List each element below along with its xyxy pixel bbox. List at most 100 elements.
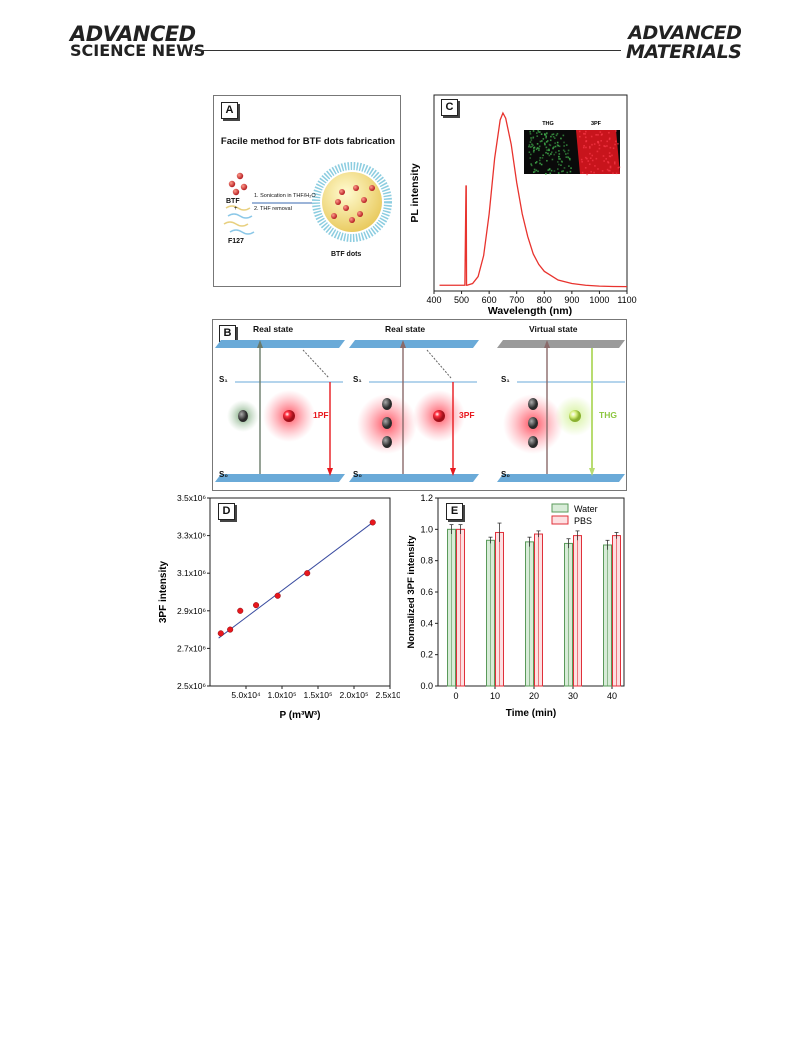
header-advanced-left: ADVANCED (70, 22, 196, 46)
state2-title: Real state (385, 324, 426, 334)
panel-c-xtick-label: 600 (482, 295, 497, 305)
panel-b: B (212, 319, 627, 491)
panel-d-ytick-label: 2.5x10⁶ (177, 681, 206, 691)
panel-d-points (217, 519, 376, 637)
panel-e-label: E (446, 503, 463, 520)
data-point (253, 602, 260, 609)
panel-a-label: A (221, 102, 238, 119)
panel-c-xtick-label: 1100 (617, 295, 636, 305)
panel-d-xtick-label: 2.0x10⁵ (339, 690, 368, 700)
panel-d-ytick-label: 3.5x10⁶ (177, 493, 206, 503)
panel-d-xticks: 5.0x10⁴ 1.0x10⁵ 1.5x10⁵ 2.0x10⁵ 2.5x10⁵ (231, 686, 400, 700)
panel-d-ytick-label: 3.1x10⁶ (177, 568, 206, 578)
panel-d-xlabel: P (m³W³) (280, 710, 321, 721)
panel-e-legend: Water PBS (551, 503, 598, 526)
header-science-news: SCIENCE NEWS (70, 41, 206, 60)
step1-label: 1. Sonication in THF/H₂O (254, 193, 316, 199)
panel-e-ytick-label: 0.8 (420, 556, 433, 566)
panel-d-xtick-label: 1.0x10⁵ (267, 690, 296, 700)
panel-d-ytick-label: 2.9x10⁶ (177, 606, 206, 616)
journal-header-left: ADVANCED SCIENCE NEWS (70, 24, 205, 59)
plus-sign: + (234, 206, 238, 212)
panel-b-diagram (215, 340, 625, 482)
legend-label-water: Water (574, 504, 598, 514)
fit-line (218, 522, 374, 639)
panel-e-yticks: 0.0 0.2 0.4 0.6 0.8 1.0 1.2 (420, 493, 438, 691)
panel-e-ytick-label: 0.0 (420, 681, 433, 691)
panel-e-xtick-label: 40 (607, 691, 617, 701)
data-point (227, 626, 234, 633)
panel-c-xticks: 400 500 600 700 800 900 1000 1100 (426, 291, 637, 305)
panel-e-xtick-label: 10 (490, 691, 500, 701)
panel-c-ylabel: PL intensity (409, 163, 421, 222)
panel-d-chart: 2.5x10⁶ 2.7x10⁶ 2.9x10⁶ 3.1x10⁶ 3.3x10⁶ 3.5x1… (158, 493, 400, 721)
pl-spectrum-line (439, 111, 628, 288)
data-point (237, 607, 244, 614)
panel-c-xtick-label: 1000 (589, 295, 609, 305)
inset-label-3pf: 3PF (591, 121, 602, 127)
state2-s1: S₁ (353, 375, 362, 384)
panel-d-frame (209, 497, 391, 687)
panel-e-ytick-label: 0.6 (420, 587, 433, 597)
panel-a-title: Facile method for BTF dots fabrication (220, 136, 396, 147)
panel-c-xtick-label: 800 (537, 295, 552, 305)
panel-e-xtick-label: 20 (529, 691, 539, 701)
panel-c-xtick-label: 900 (564, 295, 579, 305)
panel-c-xtick-label: 500 (454, 295, 469, 305)
data-point (369, 519, 376, 526)
panel-d-ytick-label: 2.7x10⁶ (177, 643, 206, 653)
panel-d-ylabel: 3PF intensity (158, 560, 169, 623)
step2-label: 2. THF removal (254, 206, 292, 212)
panel-e-ytick-label: 1.2 (420, 493, 433, 503)
panel-e-xtick-label: 30 (568, 691, 578, 701)
panel-d-ytick-label: 3.3x10⁶ (177, 531, 206, 541)
btf-dots-label: BTF dots (331, 251, 362, 258)
panel-e-ylabel: Normalized 3PF intensity (406, 535, 417, 649)
panel-d-label: D (218, 503, 235, 520)
panel-c-label: C (441, 99, 458, 116)
panel-e-bars (447, 522, 621, 687)
panel-d-yticks: 2.5x10⁶ 2.7x10⁶ 2.9x10⁶ 3.1x10⁶ 3.3x10⁶ 3.5x1… (177, 493, 210, 691)
panel-e-chart: 0.0 0.2 0.4 0.6 0.8 1.0 1.2 0 10 20 30 40 Water PBS… (406, 493, 625, 719)
btf-label: BTF (226, 198, 240, 205)
panel-c-inset: THG 3PF (524, 121, 621, 176)
panel-e-xtick-label: 0 (453, 691, 458, 701)
data-point (304, 570, 311, 577)
btf-dot-particle (312, 162, 392, 242)
panel-d-xtick-label: 1.5x10⁵ (303, 690, 332, 700)
panel-a: A Facile method for BTF dots fabrication (213, 95, 401, 287)
legend-swatch-water (551, 503, 569, 513)
journal-header-right: ADVANCED MATERIALS (626, 22, 742, 63)
state3-s1: S₁ (501, 375, 510, 384)
panel-e-xlabel: Time (min) (506, 708, 556, 719)
data-point (217, 630, 224, 637)
panel-c-xlabel: Wavelength (nm) (488, 305, 572, 317)
state1-s1: S₁ (219, 375, 228, 384)
panel-d-xtick-label: 5.0x10⁴ (231, 690, 261, 700)
inset-label-thg: THG (542, 121, 554, 127)
legend-label-pbs: PBS (574, 516, 592, 526)
process-1pf: 1PF (313, 410, 329, 420)
header-advanced-right: ADVANCED (628, 22, 742, 44)
panel-c-chart: 400 500 600 700 800 900 1000 1100 Wavelength (n… (409, 94, 637, 317)
data-point (274, 592, 281, 599)
panel-d-xtick-label: 2.5x10⁵ (375, 690, 400, 700)
header-rule (193, 50, 621, 51)
state3-title: Virtual state (529, 324, 578, 334)
panel-c-xtick-label: 400 (426, 295, 441, 305)
state2-s0: S₀ (353, 470, 362, 479)
panel-c-xtick-label: 700 (509, 295, 524, 305)
legend-swatch-pbs (551, 515, 569, 525)
panel-e-ytick-label: 0.4 (420, 618, 433, 628)
state3-s0: S₀ (501, 470, 510, 479)
panel-a-scheme (223, 162, 392, 242)
header-materials: MATERIALS (626, 41, 742, 63)
panel-e-ytick-label: 1.0 (420, 524, 433, 534)
panel-e-xticks: 0 10 20 30 40 (453, 686, 617, 701)
process-3pf: 3PF (459, 410, 475, 420)
state1-s0: S₀ (219, 470, 228, 479)
panel-e-ytick-label: 0.2 (420, 650, 433, 660)
f127-label: F127 (228, 238, 244, 245)
process-thg: THG (599, 410, 617, 420)
state1-title: Real state (253, 324, 294, 334)
